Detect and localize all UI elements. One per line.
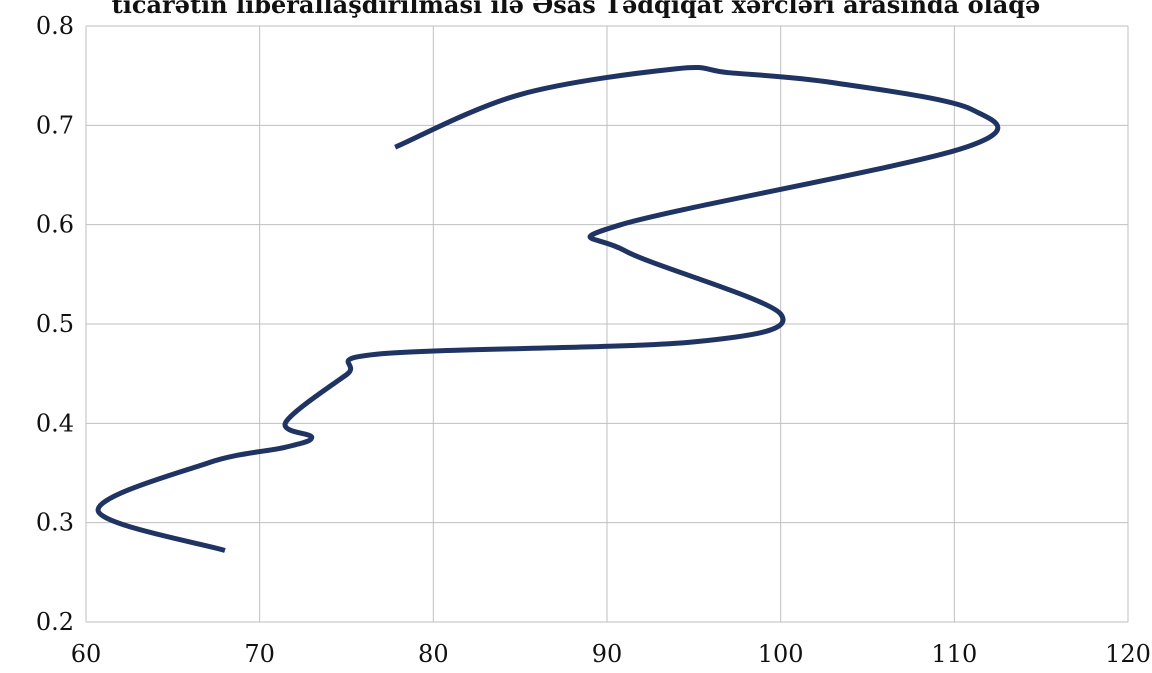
x-tick-label: 90 — [592, 640, 623, 668]
y-tick-label: 0.8 — [36, 12, 74, 40]
y-tick-label: 0.6 — [36, 211, 74, 239]
y-axis-ticks: 0.2 0.3 0.4 0.5 0.6 0.7 0.8 — [36, 12, 74, 636]
x-tick-label: 70 — [244, 640, 275, 668]
y-tick-label: 0.4 — [36, 409, 74, 437]
y-tick-label: 0.3 — [36, 509, 74, 537]
y-tick-label: 0.2 — [36, 608, 74, 636]
x-tick-label: 110 — [931, 640, 977, 668]
series-layer — [98, 67, 998, 550]
x-tick-label: 60 — [71, 640, 102, 668]
y-tick-label: 0.7 — [36, 111, 74, 139]
x-tick-label: 80 — [418, 640, 449, 668]
x-tick-label: 120 — [1105, 640, 1151, 668]
x-axis-ticks: 60 70 80 90 100 110 120 — [71, 640, 1151, 668]
y-tick-label: 0.5 — [36, 310, 74, 338]
grid — [86, 26, 1128, 622]
series-line — [98, 67, 998, 550]
x-tick-label: 100 — [758, 640, 804, 668]
